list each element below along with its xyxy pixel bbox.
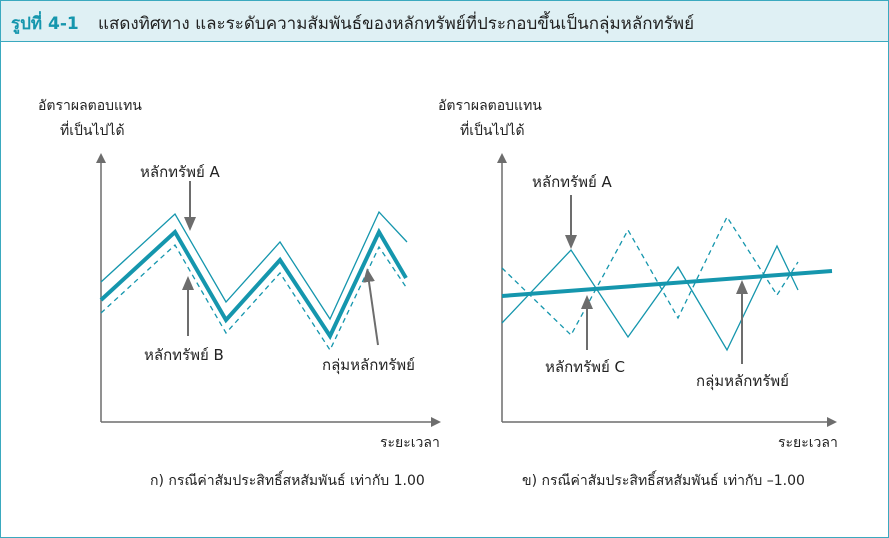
panel-b-y-label-line1: อัตราผลตอบแทน [438, 98, 542, 114]
panel-a-caption: ก) กรณีค่าสัมประสิทธิ์สหสัมพันธ์ เท่ากับ… [150, 470, 425, 489]
panel-a: อัตราผลตอบแทน ที่เป็นไปได้ ระยะเวลา หลัก… [38, 98, 441, 489]
panel-b-line-security-a [501, 244, 799, 352]
panel-b-y-label-line2: ที่เป็นไปได้ [460, 121, 525, 139]
figure-label: รูปที่ 4-1 [11, 14, 79, 34]
panel-b-line-security-c [501, 215, 799, 337]
panel-a-line-portfolio [99, 227, 408, 341]
panel-b-label-portfolio: กลุ่มหลักทรัพย์ [696, 372, 789, 391]
panel-a-label-security-b: หลักทรัพย์ B [144, 346, 224, 364]
panel-a-label-security-a: หลักทรัพย์ A [140, 163, 221, 181]
panel-a-line-security-b [100, 243, 407, 352]
panel-b: อัตราผลตอบแทน ที่เป็นไปได้ ระยะเวลา หลัก… [438, 98, 838, 489]
figure-title: แสดงทิศทาง และระดับความสัมพันธ์ของหลักทร… [98, 14, 695, 34]
panel-a-line-security-a [100, 210, 408, 321]
panel-a-y-label-line2: ที่เป็นไปได้ [60, 121, 125, 139]
panel-b-x-label: ระยะเวลา [778, 435, 838, 451]
panel-b-label-security-c: หลักทรัพย์ C [545, 358, 625, 376]
figure-header: รูปที่ 4-1 แสดงทิศทาง และระดับความสัมพัน… [1, 1, 888, 42]
panel-b-label-security-a: หลักทรัพย์ A [532, 173, 613, 191]
panel-a-x-label: ระยะเวลา [380, 435, 440, 451]
panel-a-arrow-portfolio [363, 268, 379, 346]
panel-b-caption: ข) กรณีค่าสัมประสิทธิ์สหสัมพันธ์ เท่ากับ… [522, 470, 805, 489]
panel-a-y-label-line1: อัตราผลตอบแทน [38, 98, 142, 114]
panel-b-line-portfolio [501, 269, 833, 298]
panel-a-label-portfolio: กลุ่มหลักทรัพย์ [322, 356, 415, 375]
